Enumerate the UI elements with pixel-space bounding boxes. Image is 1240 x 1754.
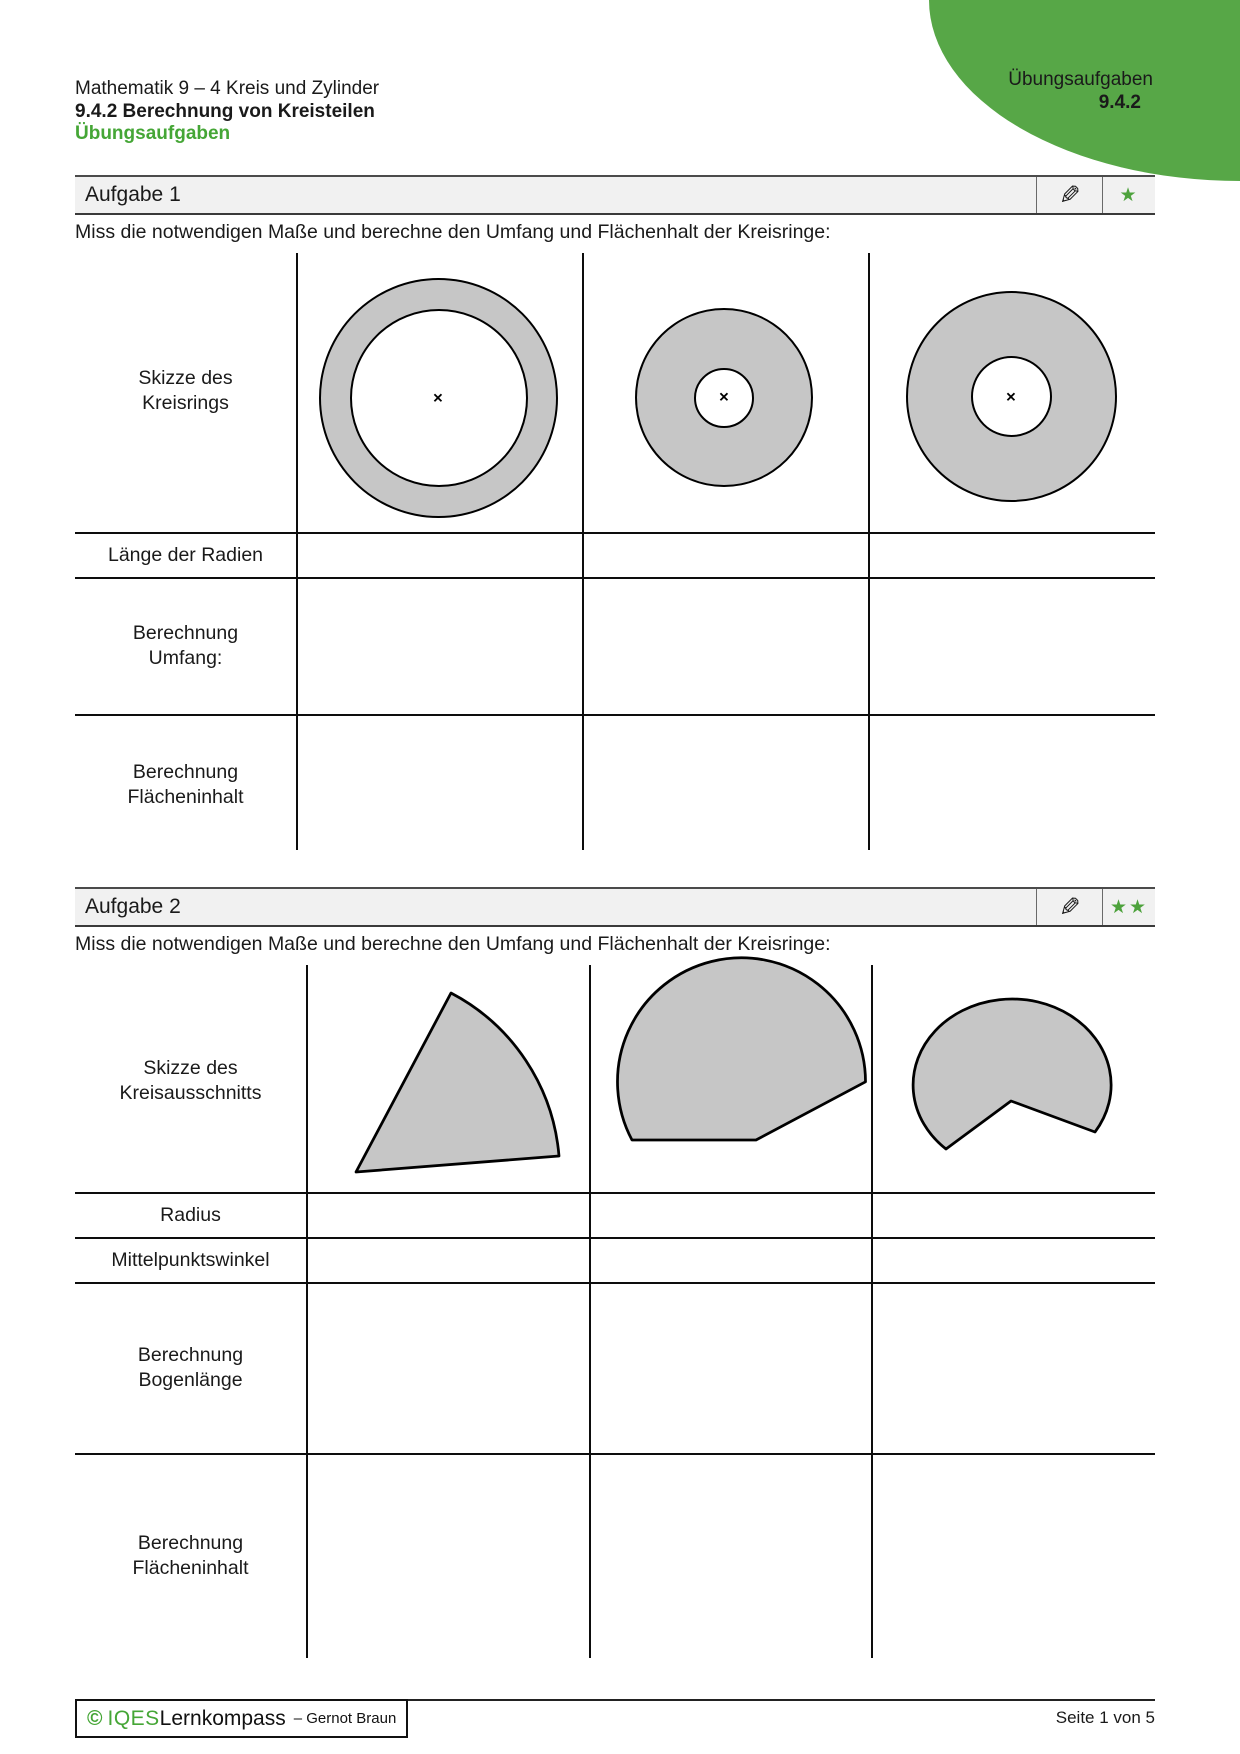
task1-difficulty-cell: ★ bbox=[1102, 177, 1155, 213]
corner-header: Übungsaufgaben 9.4.2 bbox=[1008, 68, 1153, 114]
corner-subject-label: Übungsaufgaben bbox=[1008, 69, 1153, 90]
table2-arc-row-label: Berechnung Bogenlänge bbox=[137, 1344, 244, 1391]
table1-row-border bbox=[75, 577, 1155, 579]
table2-angle-row-label: Mittelpunktswinkel bbox=[111, 1249, 270, 1271]
circle-center-mark: ✕ bbox=[718, 389, 730, 405]
table2-sketch-row-label: Skizze des Kreisausschnitts bbox=[119, 1057, 262, 1104]
task1-title: Aufgabe 1 bbox=[85, 183, 181, 206]
task1-instruction: Miss die notwendigen Maße und berechne d… bbox=[75, 221, 831, 243]
pencil-icon: ✎ bbox=[1058, 892, 1081, 922]
table1-divider bbox=[582, 253, 584, 850]
table2-row-border bbox=[75, 1237, 1155, 1239]
footer-rule bbox=[75, 1699, 1155, 1701]
table1-radii-row-label: Länge der Radien bbox=[107, 544, 264, 566]
annulus-inner-circle bbox=[971, 356, 1052, 437]
table2-radius-row-label: Radius bbox=[160, 1204, 221, 1226]
table1-circumference-row-label: Berechnung Umfang: bbox=[132, 622, 239, 669]
worksheet-type-label: Übungsaufgaben bbox=[75, 123, 231, 144]
table2-row-border bbox=[75, 1453, 1155, 1455]
table2-divider bbox=[306, 965, 308, 1658]
table2-row-border bbox=[75, 1282, 1155, 1284]
circle-sector-sketch-2 bbox=[616, 956, 867, 1142]
task2-instruction: Miss die notwendigen Maße und berechne d… bbox=[75, 933, 831, 955]
pencil-icon: ✎ bbox=[1058, 180, 1081, 210]
copyright-icon: © bbox=[87, 1706, 103, 1730]
page-number: Seite 1 von 5 bbox=[1055, 1708, 1155, 1727]
table1-row-border bbox=[75, 714, 1155, 716]
document-header: Mathematik 9 – 4 Kreis und Zylinder 9.4.… bbox=[75, 78, 379, 146]
table1-sketch-row-label: Skizze des Kreisrings bbox=[138, 367, 233, 414]
publisher-logo: © IQES Lernkompass – Gernot Braun bbox=[75, 1699, 409, 1738]
brand-iqes: IQES bbox=[107, 1706, 160, 1730]
annulus-inner-circle bbox=[349, 309, 528, 487]
annulus-sketch-3 bbox=[906, 291, 1117, 502]
circle-sector-sketch-3 bbox=[911, 997, 1113, 1151]
table1-divider bbox=[296, 253, 298, 850]
table1-divider bbox=[868, 253, 870, 850]
course-title: Mathematik 9 – 4 Kreis und Zylinder bbox=[75, 78, 380, 99]
annulus-sketch-1 bbox=[319, 278, 558, 518]
author-name: – Gernot Braun bbox=[293, 1710, 397, 1727]
annulus-inner-circle bbox=[694, 367, 754, 428]
difficulty-star-icons: ★★ bbox=[1109, 896, 1149, 918]
task1-header-bar: Aufgabe 1 ✎ ★ bbox=[75, 175, 1155, 215]
table2-area-row-label: Berechnung Flächeninhalt bbox=[132, 1532, 249, 1579]
table1-area-row-label: Berechnung Flächeninhalt bbox=[127, 761, 244, 808]
task2-header-bar: Aufgabe 2 ✎ ★★ bbox=[75, 887, 1155, 927]
circle-center-mark: ✕ bbox=[1005, 389, 1017, 405]
circle-center-mark: ✕ bbox=[432, 390, 444, 406]
task2-title: Aufgabe 2 bbox=[85, 895, 181, 918]
circle-sector-sketch-1 bbox=[354, 991, 561, 1174]
task2-pencil-cell: ✎ bbox=[1036, 889, 1102, 925]
difficulty-star-icon: ★ bbox=[1119, 184, 1139, 206]
task1-pencil-cell: ✎ bbox=[1036, 177, 1102, 213]
corner-section-code: 9.4.2 bbox=[1098, 92, 1141, 113]
table1-row-border bbox=[75, 532, 1155, 534]
table2-row-border bbox=[75, 1192, 1155, 1194]
brand-lernkompass: Lernkompass bbox=[159, 1706, 286, 1730]
table2-divider bbox=[871, 965, 873, 1658]
task2-difficulty-cell: ★★ bbox=[1102, 889, 1155, 925]
section-title: 9.4.2 Berechnung von Kreisteilen bbox=[75, 100, 375, 122]
table2-divider bbox=[589, 965, 591, 1658]
annulus-sketch-2 bbox=[635, 308, 813, 487]
